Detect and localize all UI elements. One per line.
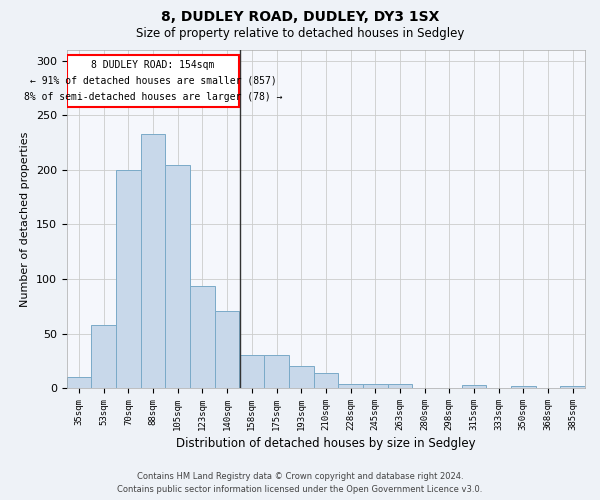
Bar — [116, 170, 141, 388]
Text: ← 91% of detached houses are smaller (857): ← 91% of detached houses are smaller (85… — [30, 76, 277, 86]
Text: 8% of semi-detached houses are larger (78) →: 8% of semi-detached houses are larger (7… — [24, 92, 283, 102]
Bar — [91, 325, 116, 388]
Bar — [363, 384, 388, 388]
Bar — [461, 385, 486, 388]
Bar — [166, 164, 190, 388]
Text: Size of property relative to detached houses in Sedgley: Size of property relative to detached ho… — [136, 28, 464, 40]
Text: 8, DUDLEY ROAD, DUDLEY, DY3 1SX: 8, DUDLEY ROAD, DUDLEY, DY3 1SX — [161, 10, 439, 24]
Bar — [388, 384, 412, 388]
Bar — [215, 310, 239, 388]
X-axis label: Distribution of detached houses by size in Sedgley: Distribution of detached houses by size … — [176, 437, 476, 450]
Bar — [560, 386, 585, 388]
FancyBboxPatch shape — [67, 56, 239, 106]
Bar — [67, 377, 91, 388]
Bar — [338, 384, 363, 388]
Bar — [314, 373, 338, 388]
Bar — [289, 366, 314, 388]
Bar — [511, 386, 536, 388]
Y-axis label: Number of detached properties: Number of detached properties — [20, 132, 31, 306]
Text: 8 DUDLEY ROAD: 154sqm: 8 DUDLEY ROAD: 154sqm — [91, 60, 215, 70]
Bar — [239, 356, 264, 388]
Bar — [141, 134, 166, 388]
Bar — [264, 356, 289, 388]
Text: Contains HM Land Registry data © Crown copyright and database right 2024.
Contai: Contains HM Land Registry data © Crown c… — [118, 472, 482, 494]
Bar — [190, 286, 215, 388]
